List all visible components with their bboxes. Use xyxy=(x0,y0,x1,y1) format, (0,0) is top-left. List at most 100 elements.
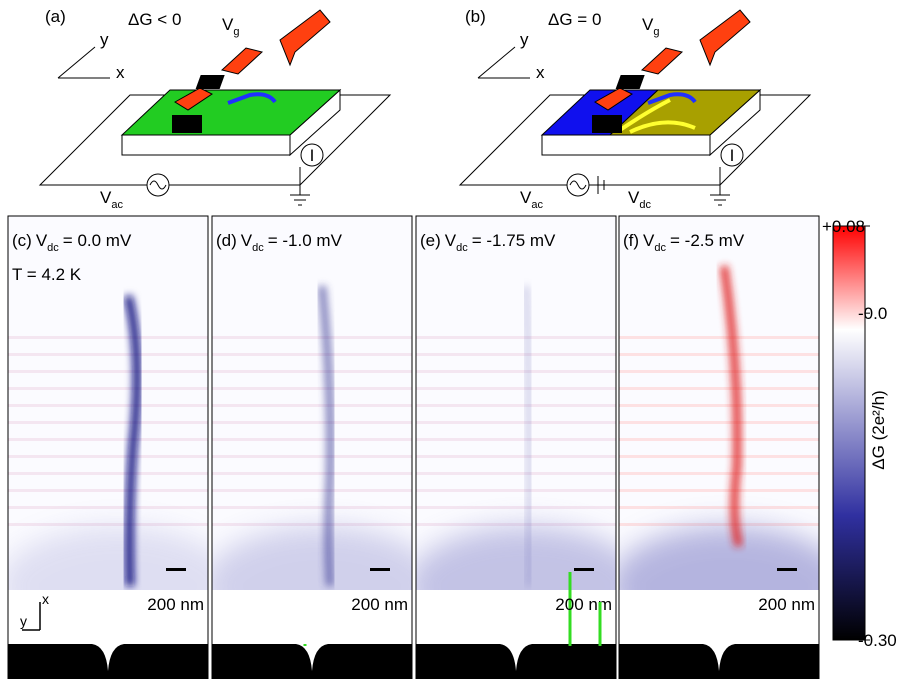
noise-stripe xyxy=(212,404,412,407)
axis-label: y xyxy=(520,30,529,49)
panel-label: (d) xyxy=(216,231,237,250)
sample-shape xyxy=(416,644,616,679)
scale-label: 200 nm xyxy=(351,595,408,614)
sine xyxy=(569,180,587,190)
noise-stripe xyxy=(416,421,616,424)
plane xyxy=(38,94,392,186)
tick-label: +0.08 xyxy=(822,217,865,236)
scale-bar xyxy=(166,568,186,571)
panel-label: (c) xyxy=(12,231,32,250)
axis-label: x xyxy=(116,63,125,82)
scale-label: 200 nm xyxy=(555,595,612,614)
noise-stripe xyxy=(416,506,616,509)
current-label: I xyxy=(310,146,315,165)
scale-bar xyxy=(777,568,797,571)
noise-stripe xyxy=(619,404,819,407)
gate-label: Vg xyxy=(222,15,239,38)
symbol: V xyxy=(628,188,640,207)
symbol: V xyxy=(100,188,112,207)
bottom-haze xyxy=(619,526,819,590)
diagram: yx (a) ΔG < 0 Vg I Vac xyxy=(38,7,392,211)
subscript: ac xyxy=(531,199,543,211)
map-panel: (f) Vdc = -2.5 mV 200 nm xyxy=(598,215,820,679)
noise-stripe xyxy=(416,387,616,390)
noise-stripe xyxy=(212,455,412,458)
tip xyxy=(279,9,331,67)
source-label: Vac xyxy=(520,188,543,211)
sample-shape xyxy=(212,644,412,679)
sample-white xyxy=(416,590,616,644)
feature xyxy=(522,285,534,587)
value: = 0.0 mV xyxy=(63,231,132,250)
subscript: dc xyxy=(252,242,264,254)
subscript: dc xyxy=(639,199,651,211)
frame xyxy=(211,215,413,679)
symbol: V xyxy=(241,231,253,250)
source-label: Vdc xyxy=(628,188,651,211)
contact xyxy=(592,115,622,133)
noise-stripe xyxy=(619,489,819,492)
scale-label: 200 nm xyxy=(147,595,204,614)
bias-label: (f) Vdc = -2.5 mV xyxy=(623,231,745,254)
bias-label: (e) Vdc = -1.75 mV xyxy=(420,231,556,254)
bottom-haze xyxy=(8,526,208,590)
gate-top xyxy=(640,47,684,75)
colorbar: +0.08 -0.0 -0.30 ΔG (2e²/h) xyxy=(822,217,897,650)
noise-stripe xyxy=(8,404,208,407)
sample-shape xyxy=(619,644,819,679)
noise-stripe xyxy=(212,353,412,356)
subscript: ac xyxy=(111,199,123,211)
subscript: g xyxy=(233,26,239,38)
panel-label: (a) xyxy=(45,7,66,26)
bottom-haze xyxy=(212,526,412,590)
inset-axes: xy xyxy=(20,591,49,631)
noise-stripe xyxy=(619,370,819,373)
frame xyxy=(618,215,820,679)
slab-side xyxy=(541,134,711,156)
noise-stripe xyxy=(416,472,616,475)
noise-stripe xyxy=(8,489,208,492)
noise-stripe xyxy=(8,438,208,441)
axis xyxy=(477,46,516,79)
axis-label: y xyxy=(100,30,109,49)
scale-bar xyxy=(574,568,594,571)
panel-label: (e) xyxy=(420,231,441,250)
ground xyxy=(290,167,310,206)
frame xyxy=(415,215,617,679)
sample-shape xyxy=(8,644,208,679)
gate-bottom xyxy=(594,87,633,111)
symbol: V xyxy=(445,231,457,250)
ammeter xyxy=(720,143,744,167)
noise-stripe xyxy=(416,455,616,458)
noise-stripe xyxy=(212,421,412,424)
noise-stripe xyxy=(212,336,412,339)
noise-stripe xyxy=(8,455,208,458)
axis-label: x xyxy=(42,591,49,607)
noise-stripe xyxy=(416,489,616,492)
noise-stripe xyxy=(619,523,819,526)
noise-stripe xyxy=(212,489,412,492)
symbol: V xyxy=(222,15,234,34)
sample-white xyxy=(619,590,819,644)
noise-stripe xyxy=(416,523,616,526)
current-path xyxy=(647,92,697,105)
noise-stripe xyxy=(8,387,208,390)
colorbar-label: ΔG (2e²/h) xyxy=(869,390,888,469)
edge-channel xyxy=(618,98,696,134)
colorbar-gradient xyxy=(832,225,866,641)
noise-stripe xyxy=(8,421,208,424)
condition: ΔG < 0 xyxy=(128,10,181,29)
noise-stripe xyxy=(212,387,412,390)
noise-stripe xyxy=(416,336,616,339)
symbol: V xyxy=(643,231,655,250)
sine xyxy=(149,180,167,190)
noise-stripe xyxy=(212,472,412,475)
subscript: dc xyxy=(654,242,666,254)
map-image xyxy=(212,216,412,590)
noise-stripe xyxy=(416,353,616,356)
battery xyxy=(597,176,605,194)
noise-stripe xyxy=(416,404,616,407)
